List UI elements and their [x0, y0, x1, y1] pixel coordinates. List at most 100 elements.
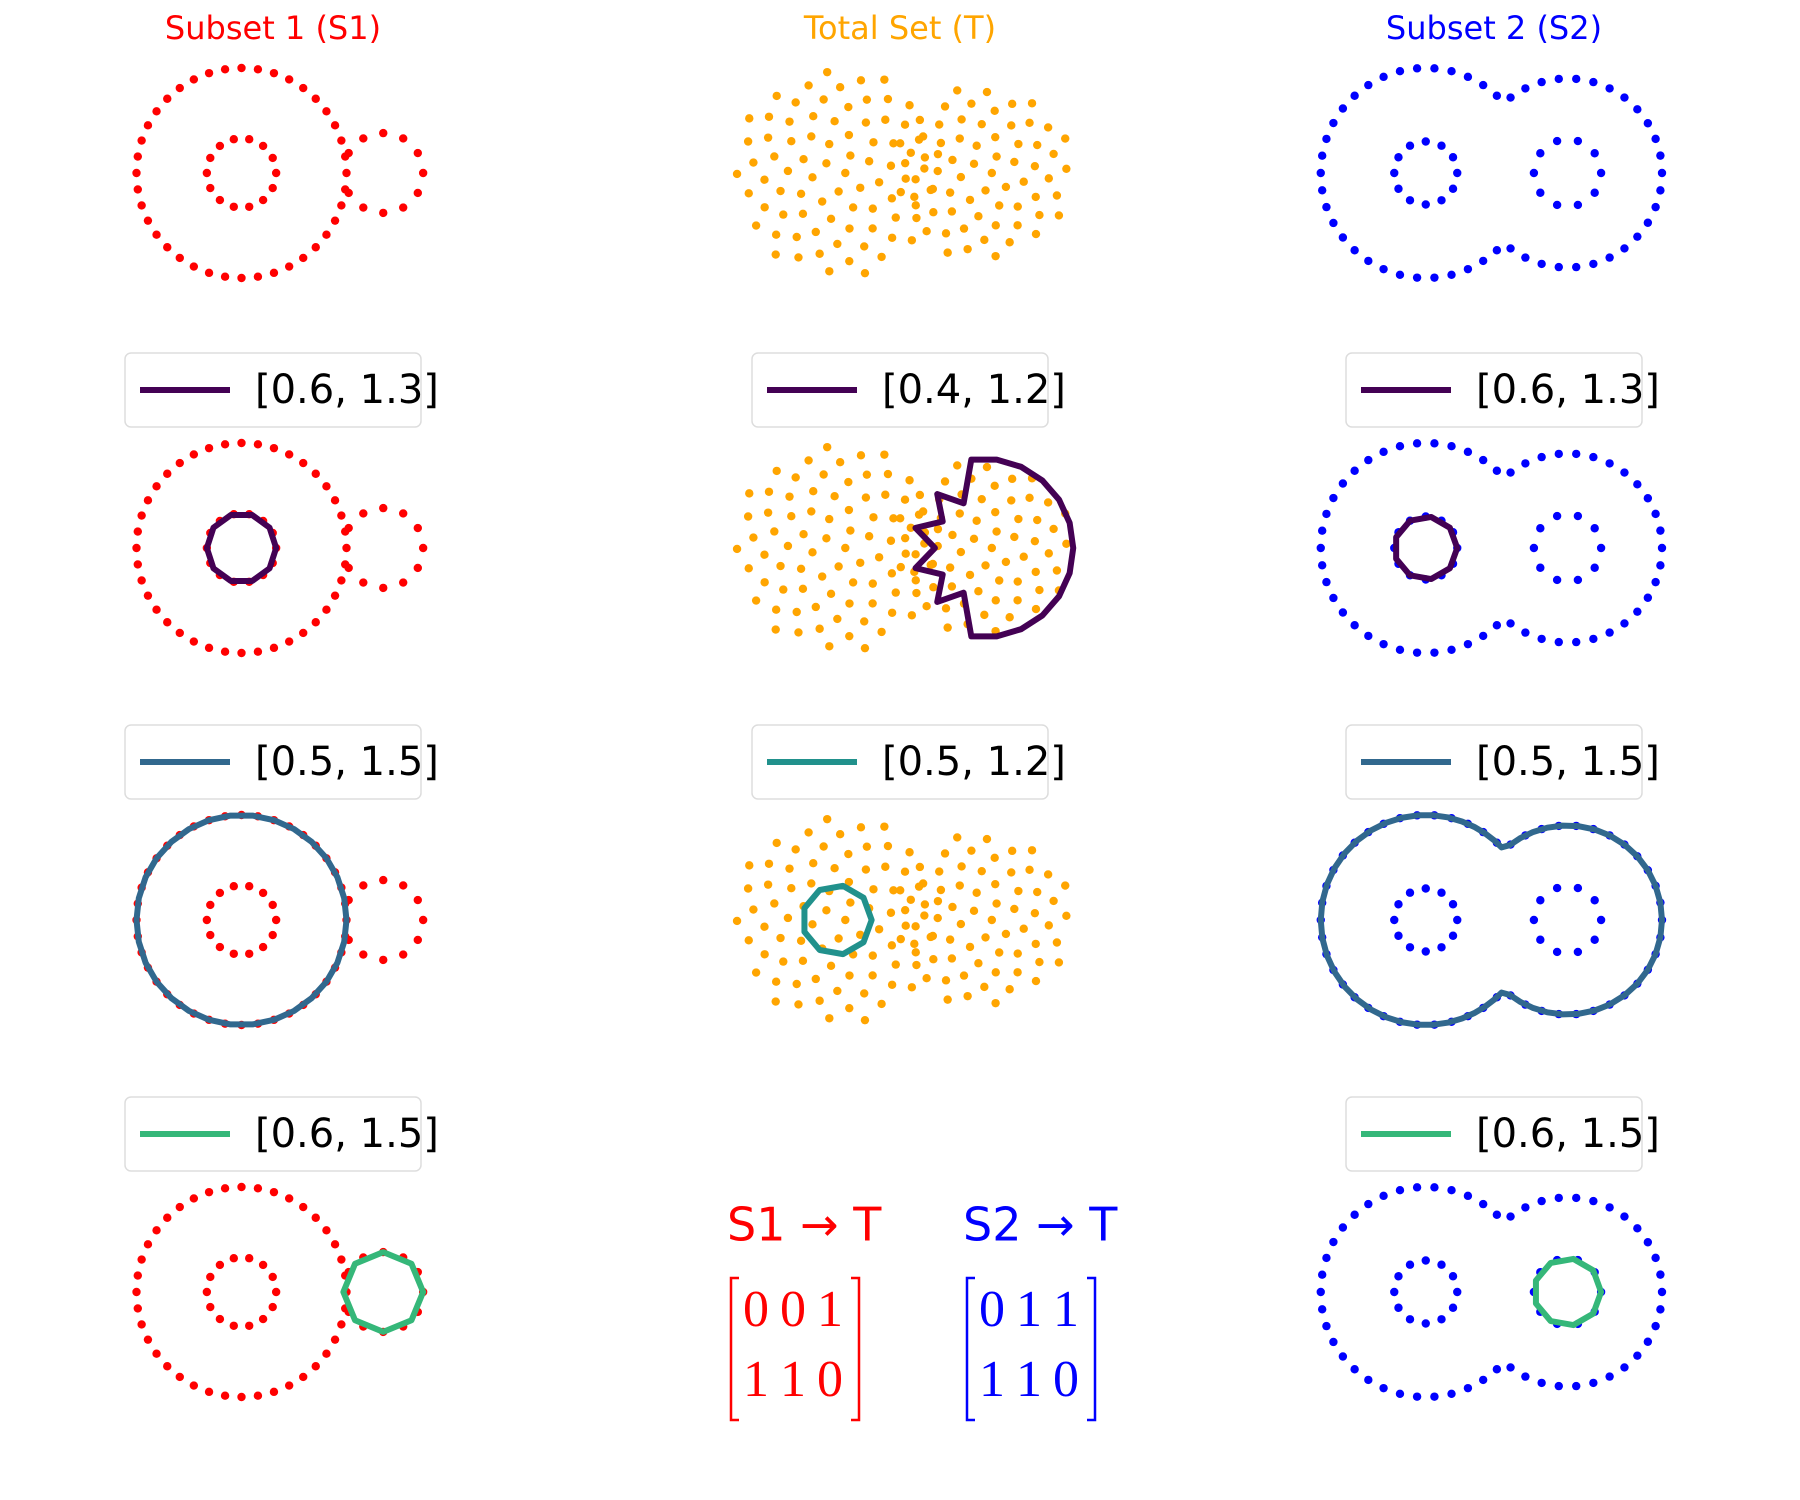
point	[1589, 1196, 1598, 1206]
point	[1643, 119, 1653, 128]
point	[237, 1392, 246, 1402]
point	[760, 578, 769, 587]
point	[175, 628, 184, 638]
point	[785, 492, 794, 501]
point	[1338, 1352, 1348, 1361]
point	[822, 906, 831, 915]
point	[841, 915, 850, 925]
point	[833, 986, 842, 996]
point	[1537, 1196, 1546, 1206]
point	[886, 908, 896, 917]
point	[1605, 628, 1614, 637]
point	[1322, 202, 1331, 212]
point	[787, 511, 796, 521]
point	[911, 550, 920, 559]
point	[833, 614, 842, 624]
point	[1405, 1260, 1415, 1269]
point	[299, 1372, 308, 1382]
point	[1463, 1191, 1473, 1201]
point	[1322, 1321, 1331, 1331]
point	[1350, 466, 1359, 475]
point	[1651, 509, 1660, 519]
point	[1453, 168, 1462, 178]
point	[804, 81, 813, 90]
point	[956, 172, 966, 182]
point	[1014, 139, 1023, 149]
point	[268, 1302, 277, 1312]
point	[1421, 1319, 1430, 1328]
point	[922, 973, 931, 983]
point	[1529, 168, 1539, 178]
point	[1656, 561, 1665, 570]
legend-label: [0.6, 1.3]	[255, 367, 439, 413]
point	[799, 154, 808, 164]
point	[1338, 233, 1348, 242]
point	[991, 507, 1000, 517]
bracket	[729, 1276, 739, 1422]
point	[844, 877, 854, 887]
point	[779, 585, 788, 594]
point	[1394, 153, 1403, 162]
point	[220, 440, 230, 449]
point	[1492, 246, 1502, 255]
point	[1537, 259, 1546, 269]
point	[794, 628, 803, 637]
point	[819, 95, 828, 104]
point	[900, 158, 910, 168]
matrix-label: S1 → T	[727, 1198, 882, 1252]
point	[1521, 628, 1530, 637]
point	[1027, 99, 1037, 108]
point	[1437, 943, 1446, 952]
point	[787, 883, 796, 893]
point	[995, 201, 1004, 210]
point	[881, 862, 890, 871]
point	[1035, 957, 1044, 967]
point	[299, 253, 308, 263]
point	[846, 151, 855, 160]
point	[825, 267, 834, 276]
point	[732, 916, 742, 926]
point	[933, 166, 942, 176]
point	[269, 268, 279, 278]
point	[792, 979, 801, 989]
point	[1506, 244, 1515, 253]
point	[1007, 474, 1017, 484]
cycle	[1532, 1255, 1605, 1329]
point	[1463, 639, 1473, 649]
point	[760, 550, 769, 559]
point	[967, 99, 976, 108]
point	[189, 450, 199, 459]
point	[268, 930, 277, 940]
point	[815, 996, 824, 1005]
bracket	[965, 1276, 975, 1422]
point	[1492, 621, 1502, 630]
point	[796, 189, 806, 199]
point	[887, 233, 897, 242]
point	[763, 880, 773, 889]
point	[835, 82, 845, 92]
point	[379, 583, 388, 593]
point	[943, 248, 952, 257]
point	[808, 548, 817, 557]
point	[1521, 84, 1530, 93]
point	[1437, 1315, 1446, 1324]
point	[955, 881, 964, 890]
point	[940, 102, 950, 111]
point	[905, 476, 914, 485]
point	[1437, 141, 1446, 150]
point	[749, 158, 758, 167]
point	[764, 859, 774, 868]
point	[1554, 74, 1563, 84]
point	[1572, 74, 1581, 84]
point	[137, 1320, 146, 1329]
point	[299, 83, 308, 93]
point	[1643, 593, 1653, 602]
point	[137, 576, 146, 585]
point	[794, 1000, 803, 1009]
point	[1552, 136, 1562, 146]
point	[844, 505, 854, 515]
point	[860, 1015, 870, 1025]
point	[284, 75, 294, 84]
point	[974, 212, 983, 221]
point	[834, 934, 843, 943]
